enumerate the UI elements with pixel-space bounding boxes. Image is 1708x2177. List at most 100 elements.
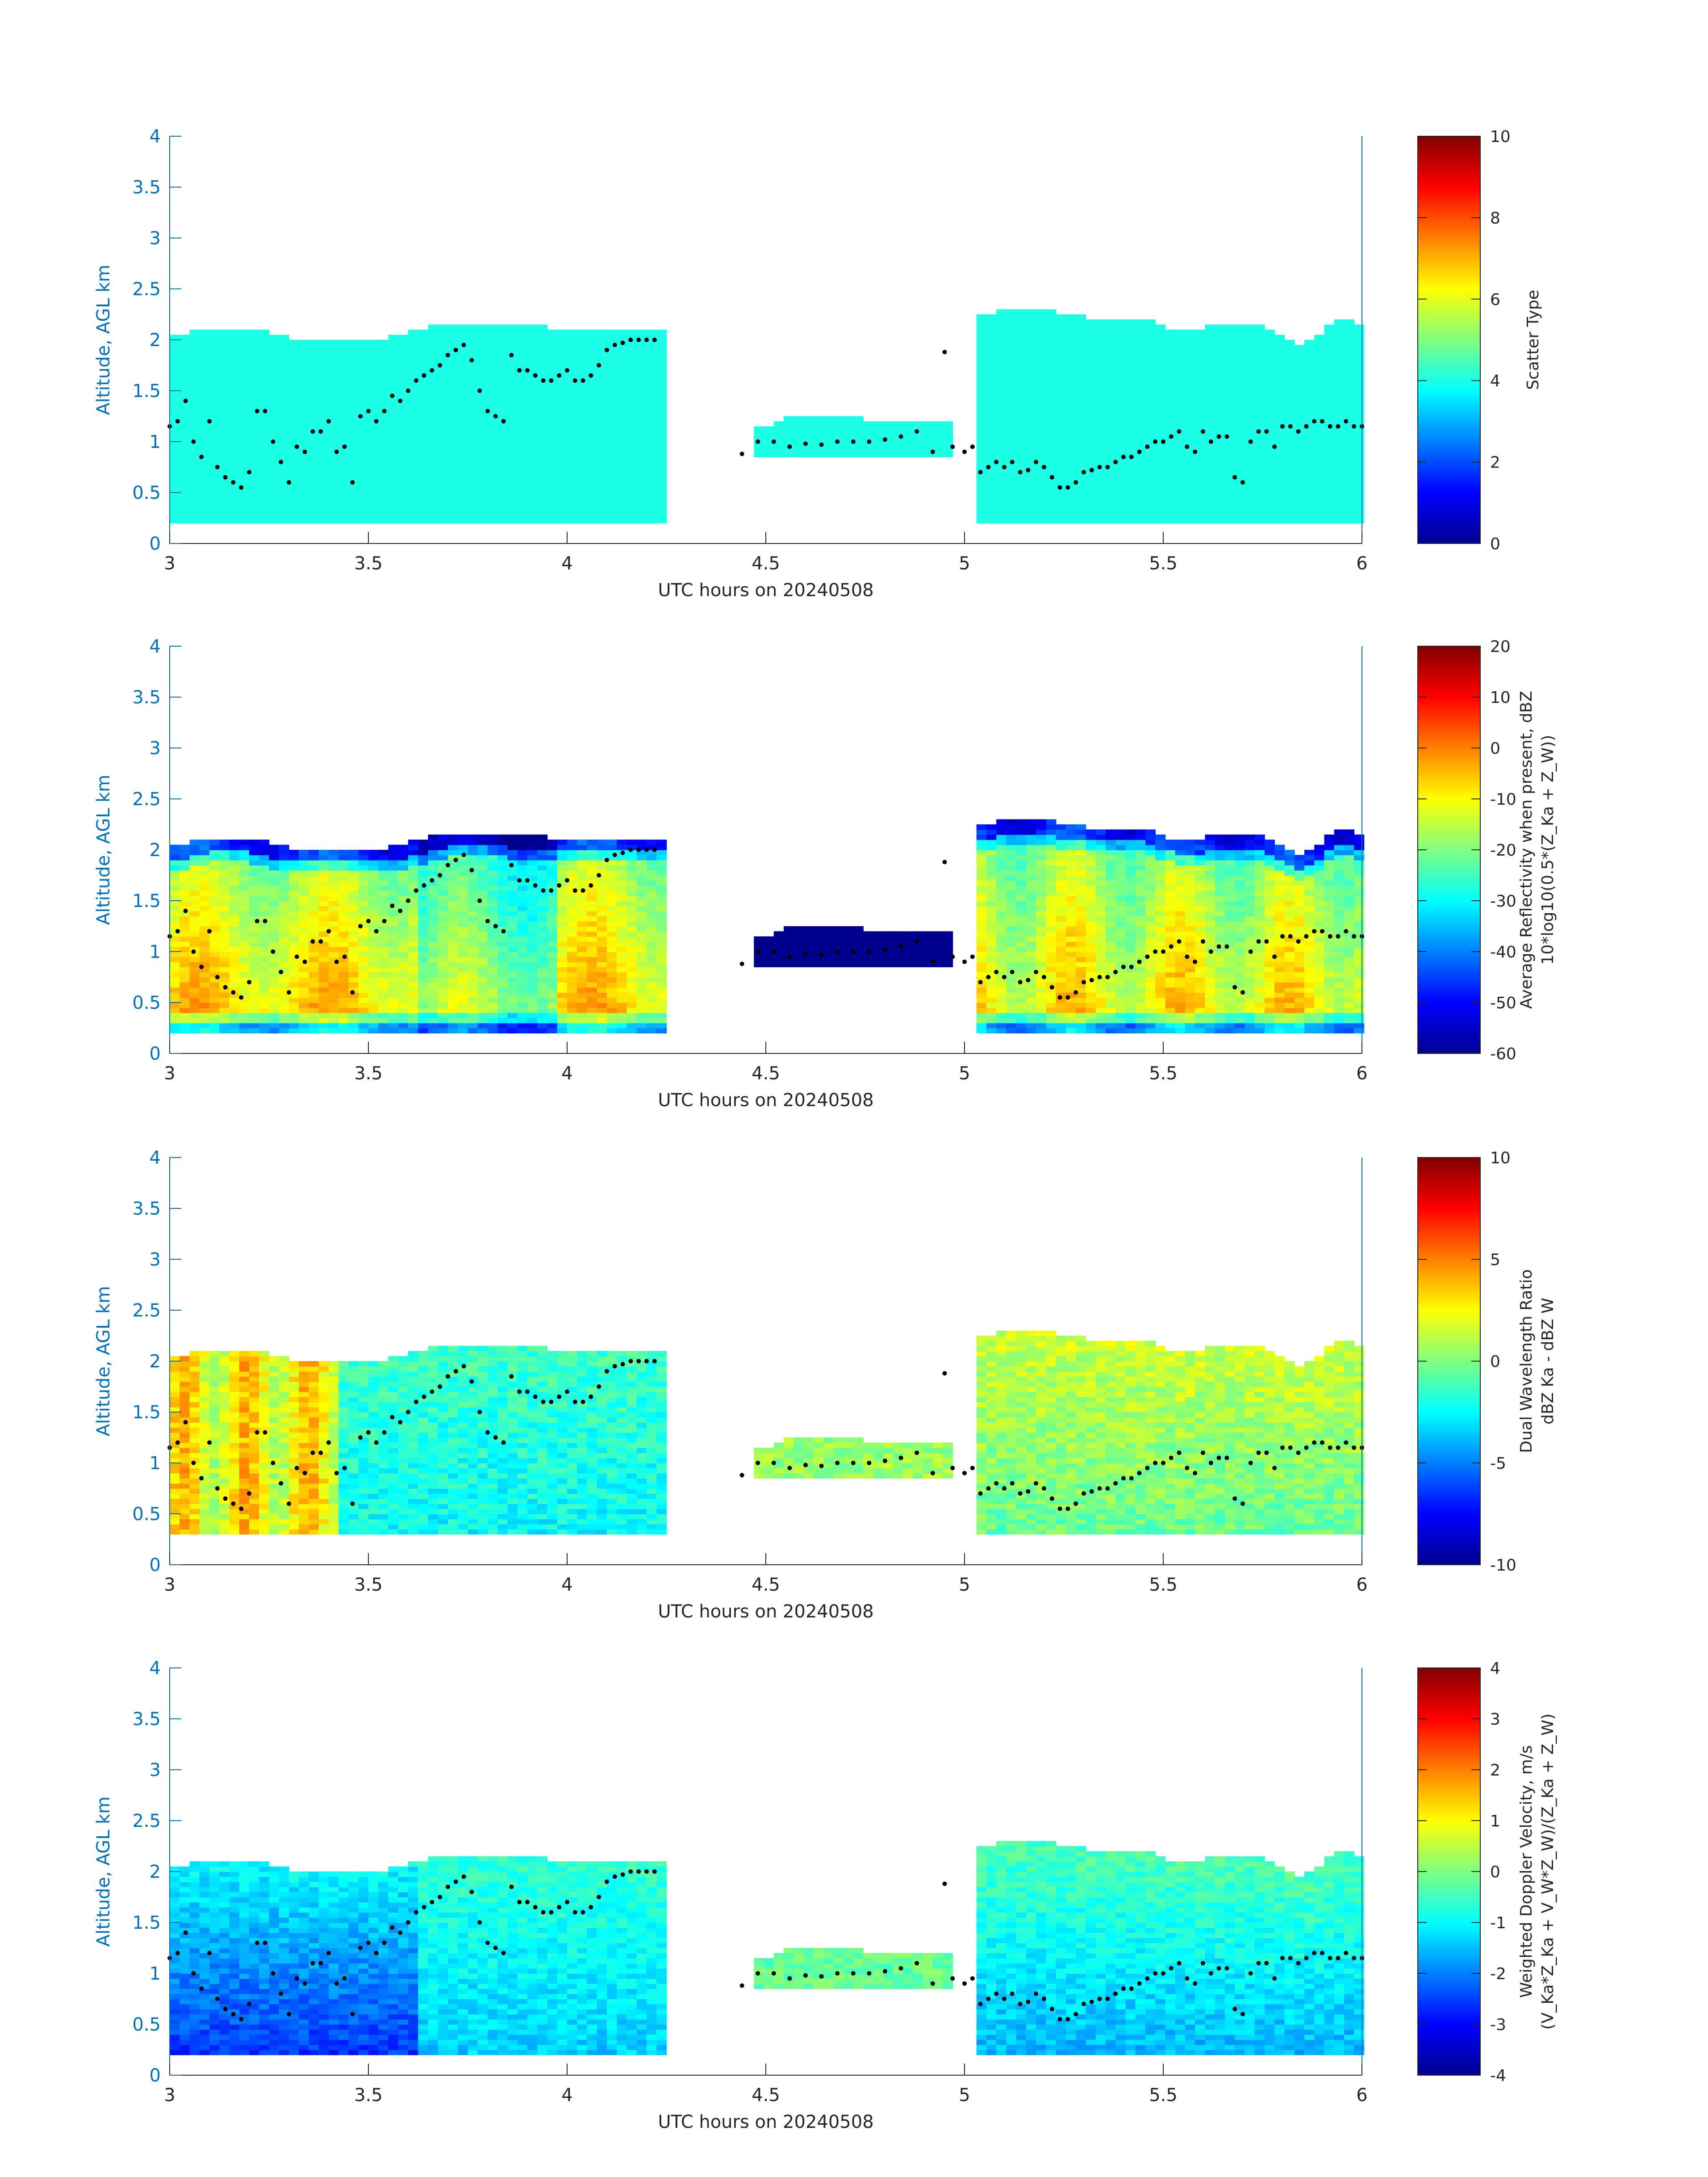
heatmap-cell [1036,431,1047,437]
heatmap-cell [438,467,448,473]
heatmap-cell [458,375,468,381]
heatmap-cell [1215,442,1225,447]
heatmap-cell [438,447,448,452]
heatmap-cell [189,850,200,856]
heatmap-cell [468,921,478,927]
heatmap-cell [398,360,409,366]
x-tick-label: 4 [561,553,572,574]
heatmap-cell [1115,477,1126,483]
heatmap-cell [468,416,478,422]
heatmap-cell [1086,426,1096,432]
heatmap-cell [497,375,508,381]
heatmap-cell [309,340,319,346]
heatmap-cell [259,502,270,508]
heatmap-cell [468,834,478,840]
heatmap-cell [1066,380,1077,386]
heatmap-cell [209,396,220,401]
heatmap-cell [239,921,250,927]
heatmap-cell [189,487,200,493]
heatmap-cell [1175,401,1186,406]
heatmap-cell [986,380,997,386]
heatmap-cell [1235,442,1245,447]
heatmap-cell [269,941,280,947]
heatmap-cell [329,1018,339,1024]
heatmap-cell [170,518,180,524]
heatmap-cell [368,855,379,861]
heatmap-cell [497,1023,508,1028]
heatmap-cell [338,972,349,978]
heatmap-cell [996,401,1007,406]
heatmap-cell [537,502,548,508]
heatmap-cell [239,340,250,346]
heatmap-cell [418,906,429,911]
heatmap-cell [547,406,558,412]
heatmap-cell [567,451,578,457]
heatmap-cell [477,834,488,840]
heatmap-cell [567,508,578,514]
heatmap-cell [597,416,607,422]
heatmap-cell [289,885,300,891]
heatmap-cell [1095,508,1106,514]
heatmap-cell [537,426,548,432]
heatmap-cell [368,513,379,518]
heatmap-cell [309,401,319,406]
marker-point [517,368,522,373]
heatmap-cell [408,411,419,417]
heatmap-cell [289,467,300,473]
heatmap-cell [318,982,329,988]
heatmap-cell [338,375,349,381]
heatmap-cell [428,870,438,876]
heatmap-cell [358,992,369,998]
heatmap-cell [1036,380,1047,386]
heatmap-cell [219,401,230,406]
heatmap-cell [1016,431,1027,437]
heatmap-cell [1294,391,1305,397]
heatmap-cell [626,442,637,447]
heatmap-cell [170,502,180,508]
heatmap-cell [1155,462,1166,468]
heatmap-cell [656,360,667,366]
heatmap-cell [239,875,250,881]
heatmap-cell [1135,457,1146,463]
heatmap-cell [976,457,987,463]
heatmap-cell [1274,477,1285,483]
heatmap-cell [170,865,180,871]
heatmap-cell [1314,502,1325,508]
heatmap-cell [587,436,597,442]
heatmap-cell [239,855,250,861]
heatmap-cell [488,1012,498,1018]
heatmap-cell [986,385,997,391]
heatmap-cell [428,941,438,947]
heatmap-cell [219,1007,230,1013]
heatmap-cell [1056,457,1066,463]
heatmap-cell [557,487,568,493]
heatmap-cell [358,952,369,957]
heatmap-cell [1185,406,1196,412]
heatmap-cell [597,375,607,381]
heatmap-cell [1274,365,1285,371]
heatmap-cell [209,370,220,376]
marker-point [1248,439,1253,444]
heatmap-cell [1304,385,1315,391]
heatmap-cell [289,350,300,355]
heatmap-cell [1195,391,1206,397]
heatmap-cell [309,1023,319,1028]
heatmap-cell [1066,360,1077,366]
heatmap-cell [229,885,240,891]
heatmap-cell [378,375,389,381]
heatmap-cell [1026,355,1037,361]
heatmap-cell [1006,345,1017,351]
heatmap-cell [338,890,349,896]
marker-point [175,419,180,424]
heatmap-cell [1274,436,1285,442]
heatmap-cell [239,334,250,340]
heatmap-cell [448,972,459,978]
heatmap-cell [507,385,518,391]
heatmap-cell [1195,375,1206,381]
heatmap-cell [438,844,448,850]
heatmap-cell [626,421,637,427]
heatmap-cell [388,875,399,881]
colorbar-tick-label: 0 [1490,535,1500,553]
heatmap-cell [249,330,260,335]
heatmap-cell [1056,421,1066,427]
